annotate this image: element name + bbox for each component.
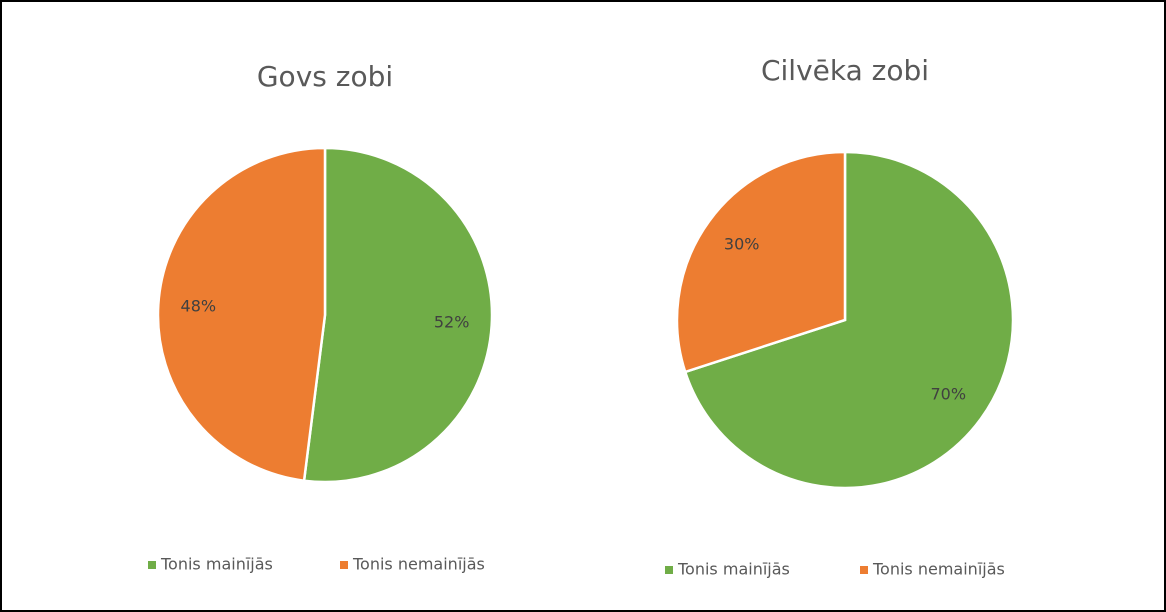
pie-slice: [302, 146, 494, 484]
pie-slice: [683, 150, 1015, 490]
legend-label: Tonis mainījās: [160, 555, 273, 574]
legend-label: Tonis nemainījās: [872, 560, 1005, 579]
pie-slice: [156, 146, 327, 483]
chart-title: Cilvēka zobi: [761, 54, 929, 87]
data-label: 52%: [434, 312, 470, 331]
legend-swatch: [860, 566, 868, 574]
legend-swatch: [665, 566, 673, 574]
data-label: 30%: [724, 234, 760, 253]
legend-label: Tonis mainījās: [677, 560, 790, 579]
legend-swatch: [148, 561, 156, 569]
chart-title: Govs zobi: [257, 60, 393, 93]
pie-slice: [675, 150, 847, 374]
data-label: 70%: [931, 385, 967, 404]
legend-label: Tonis nemainījās: [352, 555, 485, 574]
legend-swatch: [340, 561, 348, 569]
data-label: 48%: [181, 297, 217, 316]
